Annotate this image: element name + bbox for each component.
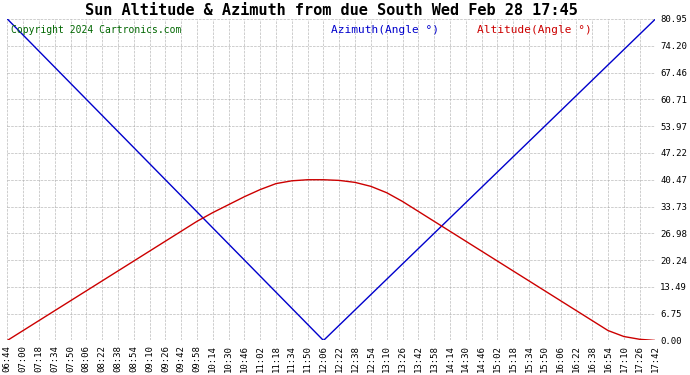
Text: Altitude(Angle °): Altitude(Angle °) xyxy=(477,26,592,35)
Title: Sun Altitude & Azimuth from due South Wed Feb 28 17:45: Sun Altitude & Azimuth from due South We… xyxy=(85,3,578,18)
Text: Azimuth(Angle °): Azimuth(Angle °) xyxy=(331,26,440,35)
Text: Copyright 2024 Cartronics.com: Copyright 2024 Cartronics.com xyxy=(10,26,181,35)
